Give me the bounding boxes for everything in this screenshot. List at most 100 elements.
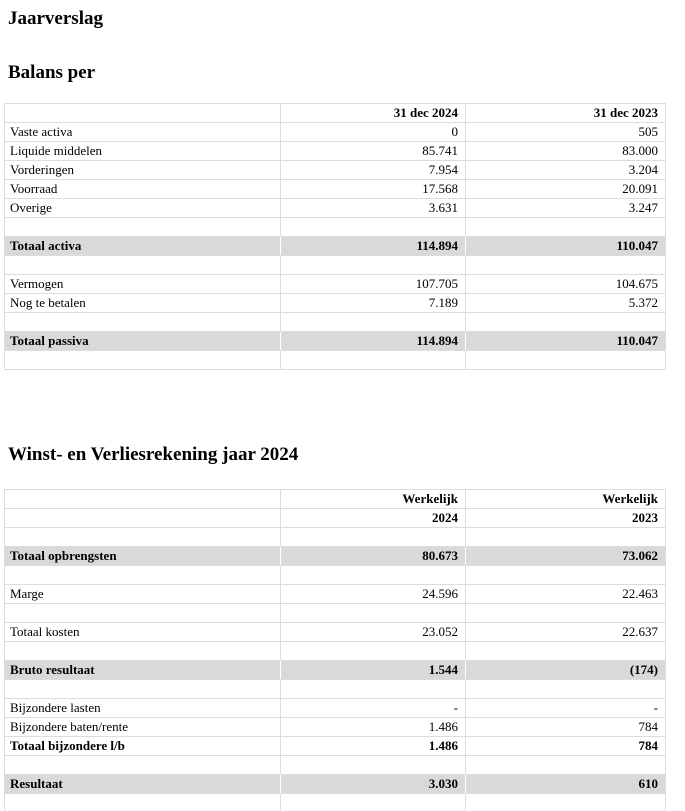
winst-verlies-section-heading: Winst- en Verliesrekening jaar 2024 [8,444,299,465]
value-cell: 1.486 [280,736,466,756]
value-cell: 107.705 [280,274,466,294]
row-label-cell: Bijzondere lasten [4,698,281,718]
value-cell: Werkelijk [280,489,466,509]
table-row: Resultaat 3.030 610 [4,774,666,794]
balans-table-body: 31 dec 2024 31 dec 2023 Vaste activa 0 505 Li… [4,103,666,370]
value-cell: 2023 [465,508,666,528]
row-label-cell: Totaal bijzondere l/b [4,736,281,756]
row-label-cell: Resultaat [4,774,281,794]
table-row [4,755,666,775]
value-cell: (174) [465,660,666,680]
value-cell: 24.596 [280,584,466,604]
row-label-cell [4,255,281,275]
value-cell: 22.463 [465,584,666,604]
row-label-cell: Totaal activa [4,236,281,256]
value-cell: 22.637 [465,622,666,642]
value-cell [280,312,466,332]
page-title: Jaarverslag [8,8,103,29]
row-label-cell: Overige [4,198,281,218]
row-label-cell: Totaal opbrengsten [4,546,281,566]
value-cell [280,793,466,811]
table-row [4,312,666,332]
row-label-cell [4,350,281,370]
value-cell [280,755,466,775]
value-cell [465,755,666,775]
table-row: Totaal passiva 114.894 110.047 [4,331,666,351]
value-cell: 0 [280,122,466,142]
table-row: Vaste activa 0 505 [4,122,666,142]
row-label-cell [4,755,281,775]
value-cell: 505 [465,122,666,142]
value-cell: 3.204 [465,160,666,180]
table-row: Totaal kosten 23.052 22.637 [4,622,666,642]
value-cell: 73.062 [465,546,666,566]
table-row [4,255,666,275]
value-cell [465,793,666,811]
value-cell [280,255,466,275]
value-cell [280,603,466,623]
row-label-cell [4,508,281,528]
table-row: 31 dec 2024 31 dec 2023 [4,103,666,123]
value-cell [280,217,466,237]
table-row: Totaal opbrengsten 80.673 73.062 [4,546,666,566]
value-cell: 7.189 [280,293,466,313]
table-row: Marge 24.596 22.463 [4,584,666,604]
value-cell [465,255,666,275]
table-row [4,217,666,237]
table-row: Bruto resultaat 1.544 (174) [4,660,666,680]
winst-verlies-table: Werkelijk Werkelijk 2024 2023 Totaal opbreng… [4,489,666,811]
table-row [4,565,666,585]
table-row: Overige 3.631 3.247 [4,198,666,218]
row-label-cell: Liquide middelen [4,141,281,161]
row-label-cell [4,103,281,123]
value-cell [280,527,466,547]
value-cell: 80.673 [280,546,466,566]
row-label-cell: Totaal passiva [4,331,281,351]
value-cell [280,350,466,370]
value-cell [280,641,466,661]
row-label-cell: Marge [4,584,281,604]
table-row: Vermogen 107.705 104.675 [4,274,666,294]
table-row: Voorraad 17.568 20.091 [4,179,666,199]
row-label-cell [4,603,281,623]
row-label-cell [4,489,281,509]
value-cell [465,641,666,661]
value-cell [465,679,666,699]
table-row [4,679,666,699]
row-label-cell [4,527,281,547]
value-cell [465,350,666,370]
value-cell: 114.894 [280,236,466,256]
value-cell: Werkelijk [465,489,666,509]
value-cell: 20.091 [465,179,666,199]
value-cell [280,679,466,699]
value-cell [465,565,666,585]
value-cell: 610 [465,774,666,794]
value-cell [280,565,466,585]
table-row [4,641,666,661]
value-cell: 3.247 [465,198,666,218]
value-cell: - [280,698,466,718]
value-cell: 110.047 [465,236,666,256]
row-label-cell: Nog te betalen [4,293,281,313]
value-cell [465,527,666,547]
value-cell: 110.047 [465,331,666,351]
row-label-cell: Vorderingen [4,160,281,180]
table-row: Totaal bijzondere l/b 1.486 784 [4,736,666,756]
value-cell: 3.030 [280,774,466,794]
value-cell: 5.372 [465,293,666,313]
row-label-cell: Vaste activa [4,122,281,142]
table-row: 2024 2023 [4,508,666,528]
value-cell: 784 [465,717,666,737]
value-cell: 85.741 [280,141,466,161]
winst-verlies-table-body: Werkelijk Werkelijk 2024 2023 Totaal opbreng… [4,489,666,811]
value-cell: 2024 [280,508,466,528]
row-label-cell [4,793,281,811]
value-cell: 784 [465,736,666,756]
value-cell: 17.568 [280,179,466,199]
balans-section-heading: Balans per [8,62,96,83]
row-label-cell [4,565,281,585]
balans-table: 31 dec 2024 31 dec 2023 Vaste activa 0 505 Li… [4,103,666,370]
value-cell [465,312,666,332]
row-label-cell: Totaal kosten [4,622,281,642]
